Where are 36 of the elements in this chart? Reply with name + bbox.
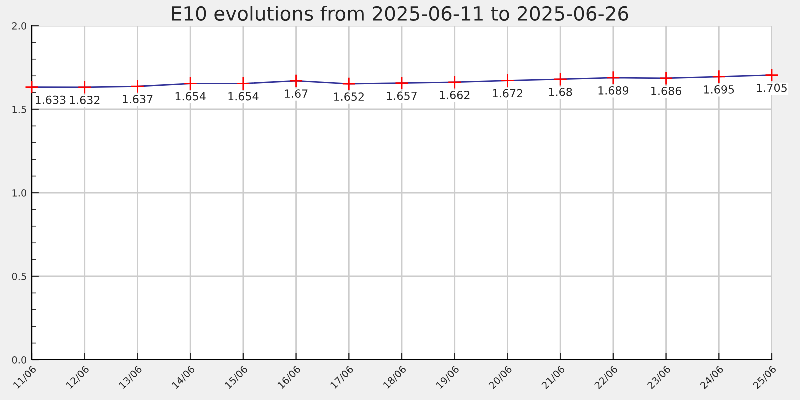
point (606, 70, 620, 85)
chart-title: E10 evolutions from 2025-06-11 to 2025-06-26 (172, 6, 628, 22)
data-label: 1.654 (176, 92, 206, 101)
point (342, 77, 356, 92)
data-label: 1.633 (36, 96, 66, 104)
data-label: 1.654 (228, 92, 259, 101)
data-label: 1.67 (285, 90, 308, 98)
data-label: 1.686 (652, 86, 682, 96)
data-label: 1.68 (549, 88, 572, 96)
data-label: 1.662 (440, 90, 470, 100)
point (765, 68, 779, 82)
point (500, 74, 515, 88)
point (554, 72, 568, 86)
data-label: 1.652 (334, 92, 364, 102)
data-label: 1.705 (757, 84, 787, 92)
point (448, 76, 462, 90)
point (25, 80, 39, 94)
point (78, 80, 92, 94)
point (184, 76, 198, 91)
point (236, 76, 250, 91)
data-label: 1.689 (598, 86, 629, 95)
y-tick-label: 1.5 (12, 106, 26, 114)
data-label: 1.695 (704, 85, 734, 94)
y-tick-label: 1.0 (12, 189, 26, 197)
point (659, 71, 674, 86)
data-label: 1.637 (123, 95, 153, 104)
point (395, 76, 409, 90)
point (130, 80, 145, 94)
data-label: 1.632 (70, 96, 100, 104)
point (712, 70, 726, 84)
y-tick-label: 2.0 (12, 22, 26, 30)
data-label: 1.672 (493, 89, 523, 98)
y-tick-label: 0.5 (12, 272, 26, 280)
point (289, 74, 304, 88)
y-tick-label: 0.0 (12, 356, 26, 364)
data-label: 1.657 (387, 92, 417, 100)
